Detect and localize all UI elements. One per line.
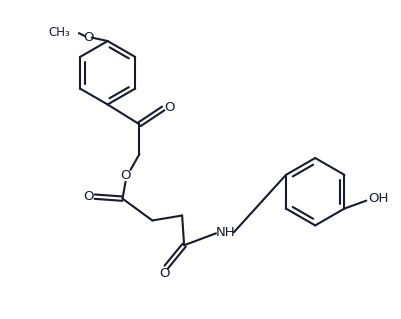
Text: O: O bbox=[83, 31, 94, 44]
Text: OH: OH bbox=[367, 192, 387, 205]
Text: O: O bbox=[120, 169, 130, 182]
Text: CH₃: CH₃ bbox=[48, 26, 70, 39]
Text: O: O bbox=[164, 101, 174, 114]
Text: O: O bbox=[83, 190, 94, 203]
Text: O: O bbox=[159, 266, 169, 279]
Text: NH: NH bbox=[215, 226, 235, 239]
